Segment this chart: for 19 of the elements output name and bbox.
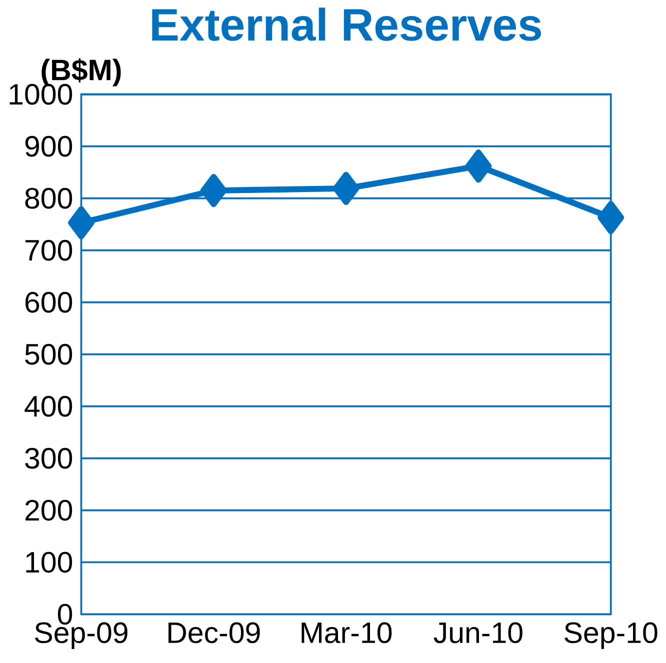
y-tick-label: 900	[25, 136, 72, 157]
y-tick-label: 100	[26, 552, 72, 573]
y-tick-label: 500	[25, 344, 72, 365]
point	[200, 174, 227, 208]
x-tick-label: Dec-09	[168, 622, 260, 644]
y-tick-label: 400	[24, 396, 72, 417]
point	[332, 172, 360, 206]
chart-title: External Reserves	[152, 8, 541, 42]
point	[465, 150, 492, 183]
point	[598, 201, 624, 234]
y-tick-label: 800	[25, 188, 72, 209]
y-tick-label: 700	[26, 240, 72, 261]
x-tick-label: Sep-10	[564, 622, 658, 650]
y-tick-label: 300	[25, 448, 72, 469]
x-tick-label: Mar-10	[302, 622, 392, 644]
y-tick-label: 600	[25, 292, 72, 313]
y-tick-label: 1000	[10, 84, 72, 105]
x-tick-label: Jun-10	[434, 622, 522, 644]
y-tick-label: 200	[25, 500, 72, 521]
